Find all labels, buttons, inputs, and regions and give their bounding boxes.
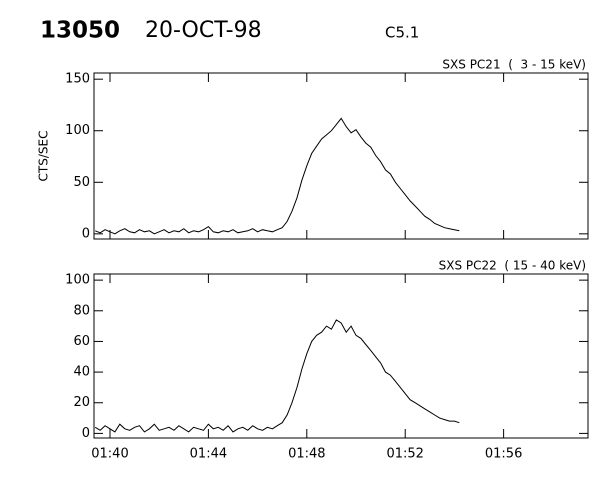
x-tick-label: 01:40 <box>91 447 128 462</box>
y-tick-label: 0 <box>82 226 90 241</box>
date: 20-OCT-98 <box>145 18 262 43</box>
panel-title: SXS PC21 ( 3 - 15 keV) <box>442 58 586 72</box>
y-tick-label: 40 <box>73 365 90 380</box>
y-axis-label: CTS/SEC <box>37 131 51 182</box>
y-tick-label: 0 <box>82 426 90 441</box>
data-line <box>94 319 460 433</box>
y-tick-label: 50 <box>73 175 90 190</box>
y-tick-label: 60 <box>73 334 90 349</box>
y-tick-label: 80 <box>73 303 90 318</box>
y-tick-label: 100 <box>65 273 90 288</box>
panel-title: SXS PC22 ( 15 - 40 keV) <box>439 259 586 273</box>
flare-class: C5.1 <box>385 24 419 42</box>
y-tick-label: 20 <box>73 395 90 410</box>
x-tick-label: 01:48 <box>288 447 325 462</box>
x-tick-label: 01:44 <box>190 447 227 462</box>
record-id: 13050 <box>40 18 120 44</box>
data-line <box>95 117 460 235</box>
x-tick-label: 01:52 <box>386 447 423 462</box>
y-tick-label: 150 <box>65 72 90 87</box>
plot-frame <box>93 72 589 240</box>
y-tick-label: 100 <box>65 123 90 138</box>
plot-frame <box>93 273 589 439</box>
x-tick-label: 01:56 <box>485 447 522 462</box>
